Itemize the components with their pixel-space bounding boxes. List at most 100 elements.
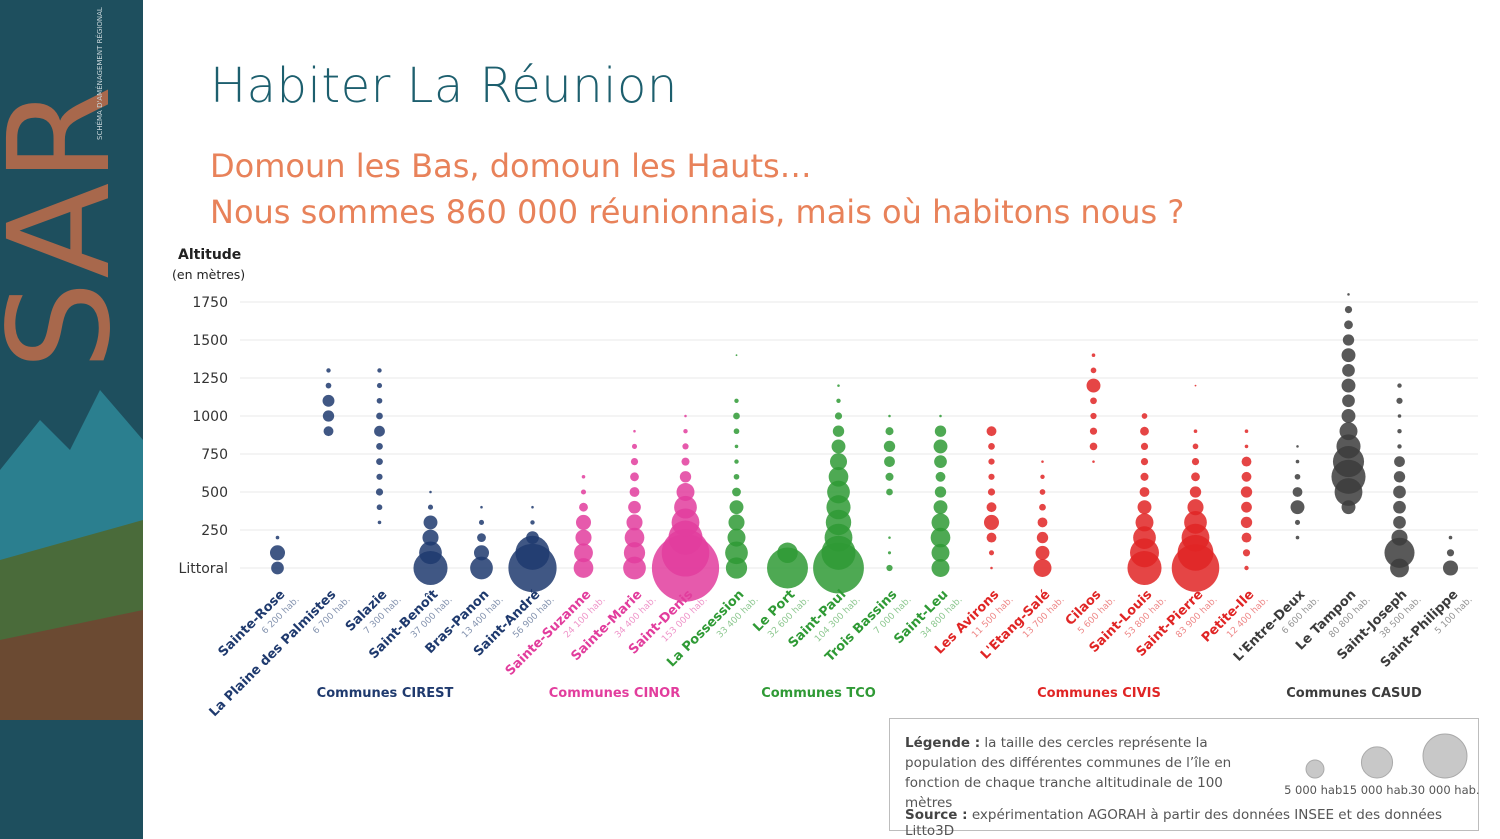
bubble bbox=[1090, 412, 1097, 420]
bubble bbox=[1290, 500, 1305, 515]
bubble bbox=[933, 439, 948, 454]
bubble bbox=[934, 486, 947, 498]
bubble bbox=[581, 475, 586, 479]
bubble bbox=[725, 541, 748, 565]
bubble bbox=[1397, 383, 1402, 388]
bubble bbox=[767, 547, 808, 589]
bubble bbox=[515, 535, 550, 570]
bubble bbox=[480, 505, 483, 509]
bubble bbox=[735, 354, 738, 357]
bubble bbox=[683, 429, 688, 434]
bubble bbox=[1241, 471, 1252, 482]
bubble bbox=[1344, 320, 1353, 330]
bubble bbox=[1391, 529, 1408, 546]
bubble bbox=[1342, 364, 1355, 377]
bubble bbox=[1397, 414, 1402, 418]
bubble bbox=[986, 502, 997, 513]
bubble bbox=[831, 439, 846, 454]
bubble bbox=[939, 414, 942, 418]
bubble bbox=[477, 533, 486, 542]
y-tick-label: 1250 bbox=[192, 371, 228, 387]
bubble bbox=[1393, 500, 1406, 514]
bubble bbox=[733, 473, 740, 480]
bubble bbox=[1189, 486, 1202, 498]
bubble bbox=[376, 412, 383, 420]
bubble bbox=[630, 472, 639, 482]
source-text: expérimentation AGORAH à partir des donn… bbox=[905, 807, 1442, 839]
bubble bbox=[1140, 458, 1149, 466]
size-legend-circle bbox=[1422, 733, 1468, 779]
y-tick-label: 750 bbox=[201, 447, 228, 463]
bubble bbox=[1191, 472, 1200, 482]
bubble bbox=[1244, 429, 1249, 433]
bubble bbox=[323, 426, 334, 437]
bubble bbox=[1341, 348, 1356, 363]
bubble bbox=[374, 425, 385, 437]
bubble bbox=[935, 471, 946, 482]
bubble bbox=[674, 495, 697, 519]
bubble bbox=[473, 545, 490, 561]
bubble bbox=[1192, 443, 1199, 450]
bubble bbox=[832, 425, 845, 437]
bubble bbox=[1137, 500, 1152, 515]
bubble bbox=[271, 561, 284, 575]
bubble bbox=[827, 480, 850, 504]
bubble bbox=[422, 529, 439, 546]
bubble bbox=[1039, 503, 1046, 511]
bubble bbox=[1036, 531, 1049, 544]
bubble bbox=[679, 471, 692, 483]
bubble bbox=[1393, 516, 1406, 529]
sidebar-caption: SCHÉMA D'AMÉNAGEMENT RÉGIONAL bbox=[95, 7, 104, 140]
bubble bbox=[885, 427, 894, 436]
bubble bbox=[884, 456, 895, 467]
legend-box: Légende : la taille des cercles représen… bbox=[889, 718, 1480, 839]
bubble bbox=[423, 515, 438, 530]
bubble bbox=[322, 394, 335, 407]
bubble bbox=[734, 459, 739, 464]
bubble bbox=[629, 487, 640, 497]
bubble bbox=[1092, 460, 1095, 463]
bubble bbox=[1090, 367, 1097, 374]
bubble bbox=[326, 368, 331, 373]
source: Source : expérimentation AGORAH à partir… bbox=[905, 807, 1478, 839]
bubble bbox=[732, 487, 741, 497]
y-tick-label: 1000 bbox=[192, 409, 228, 425]
source-title: Source : bbox=[905, 807, 968, 823]
group-label: Communes TCO bbox=[761, 686, 876, 701]
bubble bbox=[1295, 535, 1300, 540]
bubble bbox=[630, 458, 639, 466]
bubble bbox=[573, 558, 594, 578]
bubble bbox=[1241, 456, 1252, 467]
size-legend-label: 5 000 hab. bbox=[1284, 783, 1346, 797]
bubble bbox=[628, 500, 641, 514]
bubble bbox=[376, 504, 383, 511]
bubble bbox=[1295, 459, 1300, 464]
bubble bbox=[419, 541, 442, 565]
bubble bbox=[1040, 474, 1045, 479]
bubble bbox=[988, 443, 995, 450]
bubble bbox=[1135, 513, 1154, 532]
bubble bbox=[986, 426, 997, 437]
bubble bbox=[931, 513, 950, 532]
bubble bbox=[1193, 429, 1198, 433]
bubble bbox=[986, 532, 997, 543]
bubble bbox=[275, 535, 280, 540]
bubble bbox=[987, 488, 996, 496]
bubble bbox=[376, 443, 383, 450]
bubble bbox=[526, 531, 539, 544]
sidebar: SAR SCHÉMA D'AMÉNAGEMENT RÉGIONAL bbox=[0, 0, 143, 839]
bubble bbox=[1194, 384, 1197, 387]
bubble bbox=[574, 543, 593, 563]
footer-band bbox=[0, 720, 143, 839]
bubble bbox=[990, 566, 993, 570]
bubble bbox=[934, 455, 947, 468]
bubble bbox=[376, 473, 383, 480]
bubble bbox=[1089, 442, 1098, 451]
bubble bbox=[376, 397, 383, 404]
bubble bbox=[377, 368, 382, 373]
bubble bbox=[322, 410, 335, 422]
legend-description: la taille des cercles représente la popu… bbox=[905, 735, 1232, 811]
bubble bbox=[530, 520, 535, 525]
bubble bbox=[834, 412, 843, 420]
bubble bbox=[1089, 427, 1098, 435]
